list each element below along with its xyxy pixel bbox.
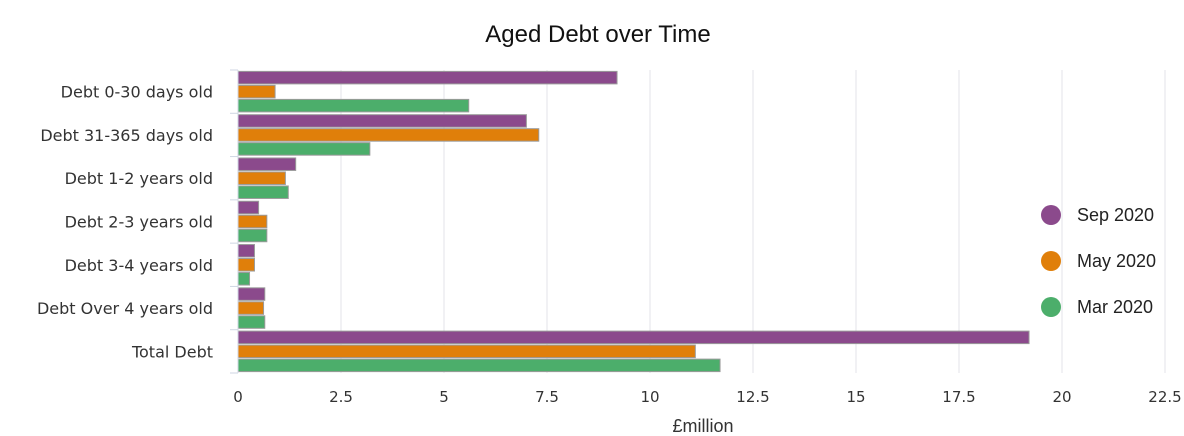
bar xyxy=(237,84,276,99)
x-tick-label: 10 xyxy=(640,388,659,406)
legend-marker xyxy=(1041,297,1061,317)
bar xyxy=(237,171,286,185)
bar xyxy=(237,128,540,142)
x-axis-title: £million xyxy=(672,416,733,436)
bar xyxy=(237,315,266,329)
x-tick-label: 2.5 xyxy=(329,388,353,406)
bar xyxy=(237,142,371,156)
bar xyxy=(237,157,297,171)
category-label: Debt 1-2 years old xyxy=(65,169,213,188)
category-label: Debt 3-4 years old xyxy=(65,256,213,275)
category-labels: Debt 0-30 days old Debt 31-365 days old De… xyxy=(37,83,213,362)
bar xyxy=(237,214,268,229)
x-tick-labels: 0 2.5 5 7.5 10 12.5 15 17.5 20 22.5 xyxy=(233,388,1181,406)
bar xyxy=(237,301,265,315)
bar xyxy=(237,114,527,128)
legend-marker xyxy=(1041,251,1061,271)
bar xyxy=(237,330,1030,345)
bar xyxy=(237,258,255,272)
bar xyxy=(237,98,470,113)
category-label: Debt 31-365 days old xyxy=(40,126,213,145)
bar xyxy=(237,70,618,85)
legend-label: Mar 2020 xyxy=(1077,297,1153,317)
bar xyxy=(237,272,251,286)
x-tick-label: 22.5 xyxy=(1148,388,1181,406)
x-tick-label: 20 xyxy=(1052,388,1071,406)
bar xyxy=(237,287,266,301)
legend-label: Sep 2020 xyxy=(1077,205,1154,225)
legend-marker xyxy=(1041,205,1061,225)
x-tick-label: 0 xyxy=(233,388,243,406)
x-tick-label: 17.5 xyxy=(942,388,975,406)
bar xyxy=(237,344,696,359)
bar xyxy=(237,358,721,373)
x-tick-label: 12.5 xyxy=(736,388,769,406)
x-tick-label: 7.5 xyxy=(535,388,559,406)
axes xyxy=(230,69,239,374)
category-label: Total Debt xyxy=(131,342,213,361)
bar xyxy=(237,185,289,199)
x-tick-label: 15 xyxy=(846,388,865,406)
category-label: Debt 0-30 days old xyxy=(61,83,213,102)
x-tick-label: 5 xyxy=(439,388,449,406)
legend-label: May 2020 xyxy=(1077,251,1156,271)
bar xyxy=(237,228,268,243)
bar xyxy=(237,200,260,215)
chart-title: Aged Debt over Time xyxy=(485,21,710,48)
bar xyxy=(237,244,255,258)
category-label: Debt 2-3 years old xyxy=(65,213,213,232)
legend: Sep 2020 May 2020 Mar 2020 xyxy=(1041,205,1156,317)
bars xyxy=(237,70,1030,373)
category-label: Debt Over 4 years old xyxy=(37,299,213,318)
